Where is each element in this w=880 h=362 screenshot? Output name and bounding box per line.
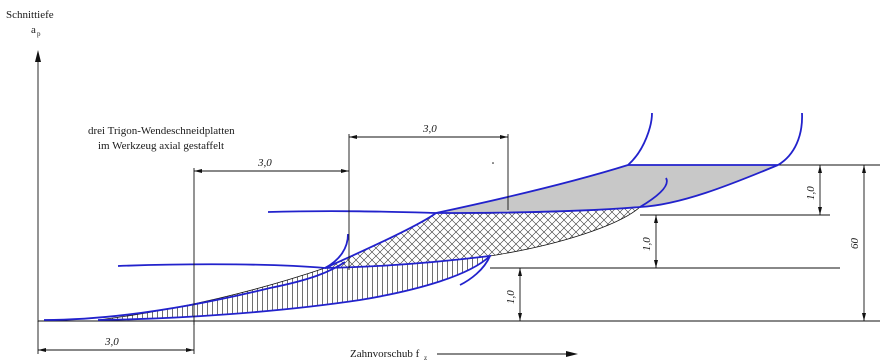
- dimension-offset-bottom: [37, 321, 195, 354]
- dimension-depth-total: [862, 165, 866, 321]
- cutting-edge-top-lower: [435, 177, 668, 214]
- cutting-edge-middle-upper: [324, 212, 437, 269]
- dimension-offset-middle: [193, 168, 349, 325]
- dimension-depth-lower-label: 1,0: [505, 290, 517, 304]
- dimension-offset-middle-label: 3,0: [257, 157, 272, 169]
- y-axis-title: Schnittiefe: [6, 9, 54, 21]
- dimension-depth-middle: [654, 215, 658, 268]
- x-axis-arrow: [437, 351, 578, 357]
- cutting-edge-top-right: [628, 112, 803, 166]
- dimension-depth-total-label: 60: [849, 238, 861, 250]
- cutting-edge-top-return: [639, 164, 779, 208]
- cutting-edge-top: [267, 112, 653, 214]
- dimension-depth-lower: [518, 268, 522, 321]
- dimension-offset-top-label: 3,0: [422, 123, 437, 135]
- dot-mark: [492, 162, 494, 164]
- x-axis-subscript: z: [424, 354, 427, 362]
- dimension-depth-upper: [818, 165, 822, 215]
- cutting-edge-middle: [117, 233, 349, 269]
- y-axis-symbol: a: [31, 24, 36, 36]
- dimension-offset-top: [348, 134, 509, 270]
- cutting-edge-bottom: [43, 261, 346, 321]
- y-axis: [35, 50, 41, 322]
- dimension-depth-middle-label: 1,0: [641, 237, 653, 251]
- y-axis-arrow-icon: [35, 50, 41, 62]
- dimension-depth-upper-label: 1,0: [805, 186, 817, 200]
- note-line-2: im Werkzeug axial gestaffelt: [98, 140, 224, 152]
- x-axis-title: Zahnvorschub f: [350, 348, 420, 360]
- dimension-offset-bottom-label: 3,0: [104, 336, 119, 348]
- note-line-1: drei Trigon-Wendeschneidplatten: [88, 125, 235, 137]
- y-axis-subscript: p: [37, 30, 41, 38]
- x-axis-arrow-icon: [566, 351, 578, 357]
- cutting-edge-middle-lower: [324, 254, 492, 286]
- cutting-edge-bottom-lower: [97, 255, 491, 321]
